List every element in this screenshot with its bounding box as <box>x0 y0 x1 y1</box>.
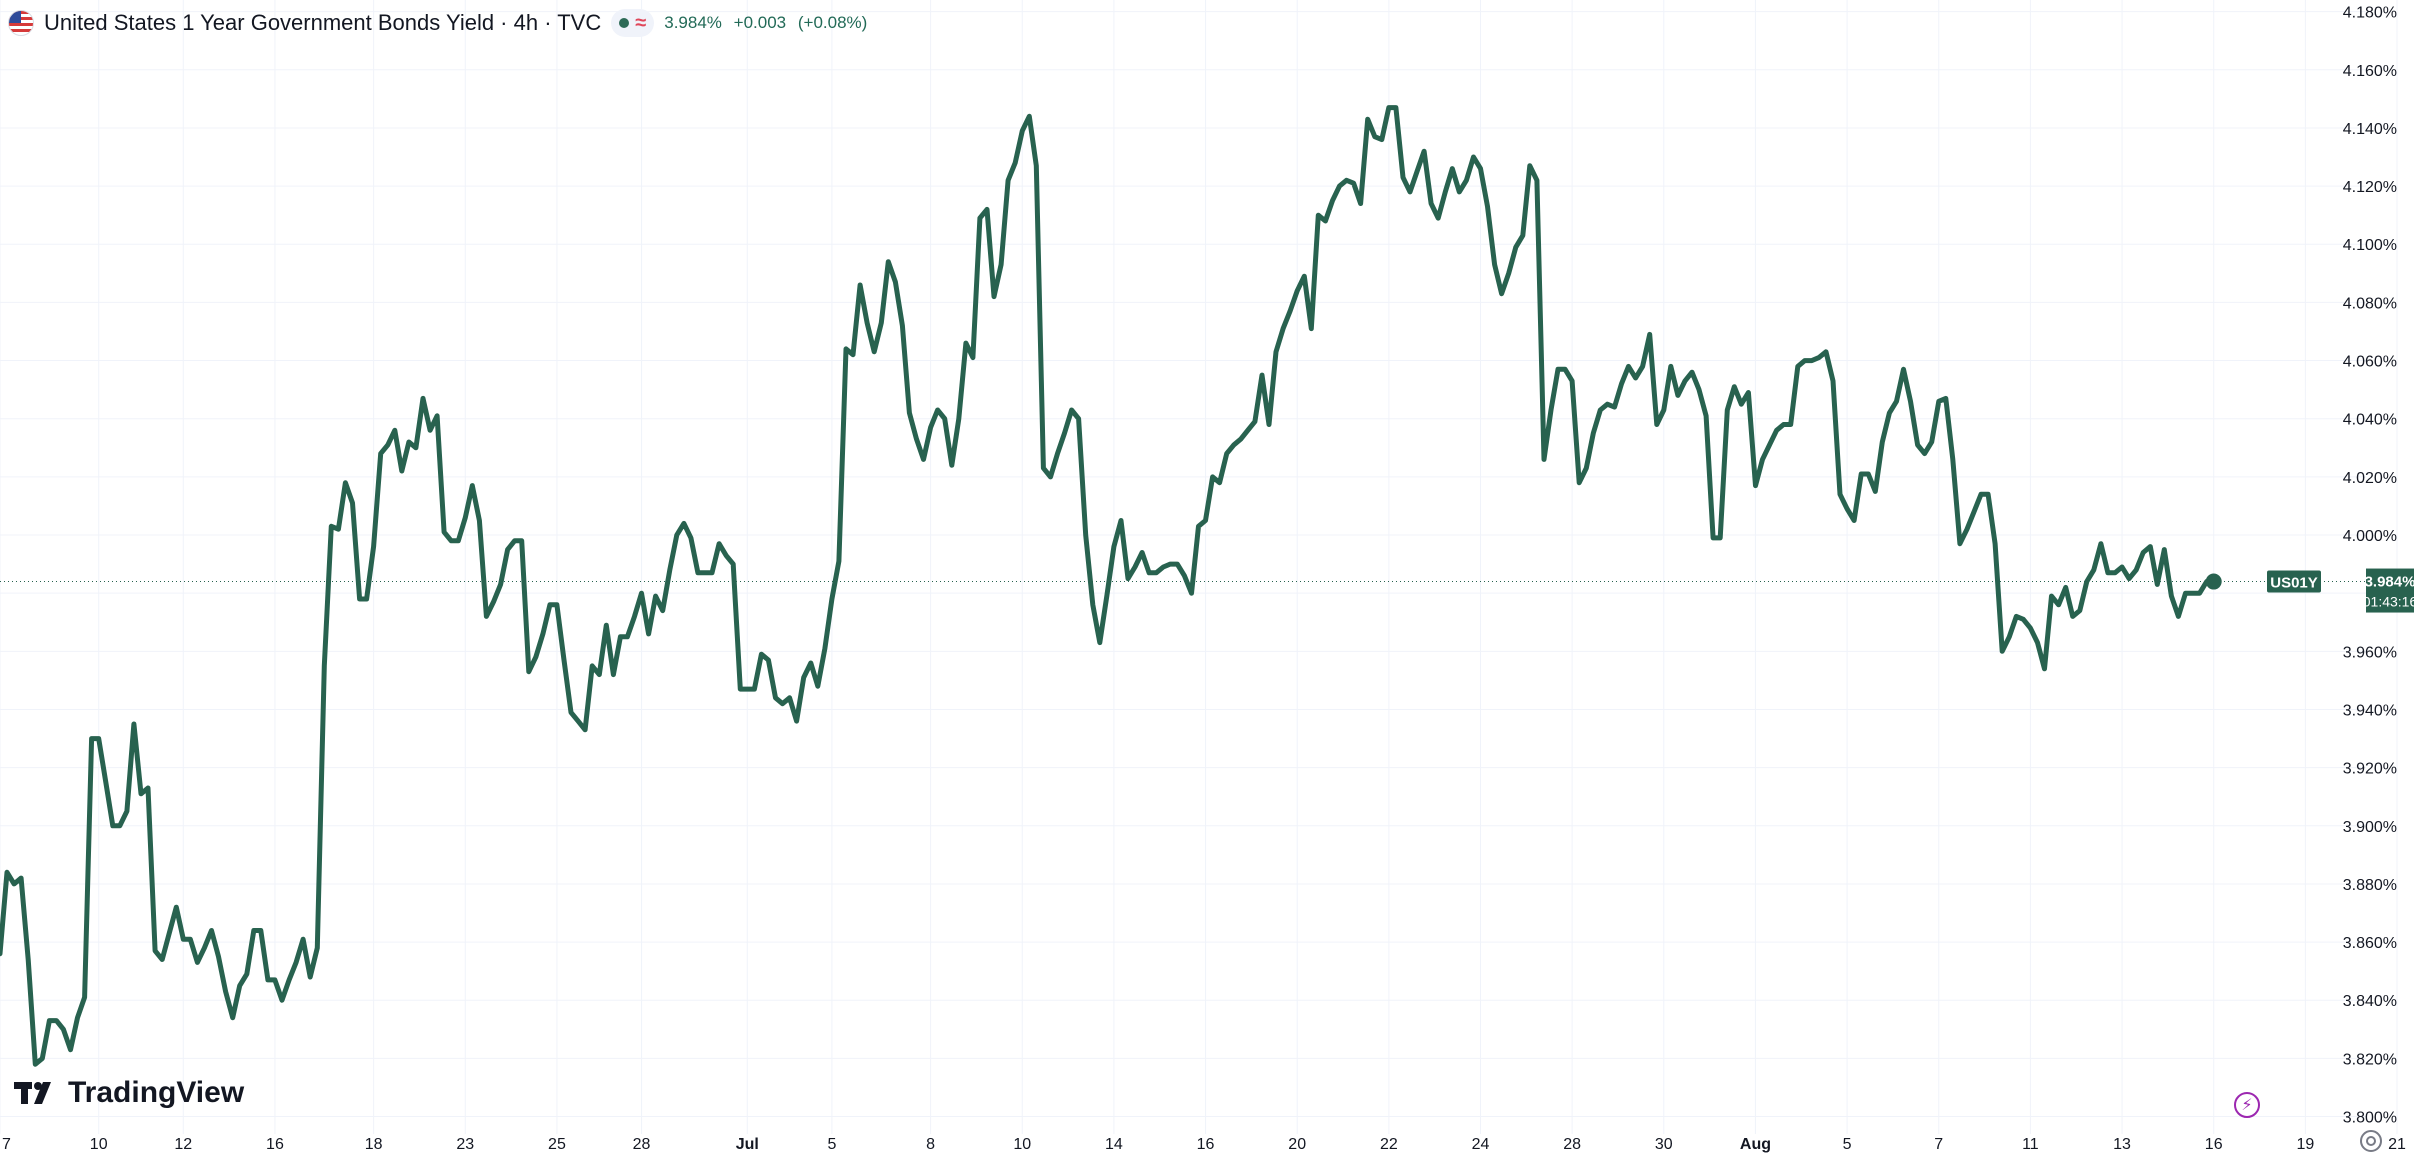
x-tick-label: 23 <box>456 1136 474 1153</box>
x-tick-label: 12 <box>174 1136 192 1153</box>
y-tick-label: 4.080% <box>2343 295 2397 312</box>
y-tick-label: 4.180% <box>2343 5 2397 22</box>
series-line <box>0 105 2217 1067</box>
x-tick-label: 10 <box>90 1136 108 1153</box>
y-tick-label: 4.040% <box>2343 412 2397 429</box>
x-tick-label: 16 <box>1197 1136 1215 1153</box>
quote-values: 3.984% +0.003 (+0.08%) <box>664 13 874 33</box>
symbol-title[interactable]: United States 1 Year Government Bonds Yi… <box>44 10 602 35</box>
settings-icon[interactable] <box>2360 1130 2382 1152</box>
x-tick-label: 28 <box>1563 1136 1581 1153</box>
y-tick-label: 3.960% <box>2343 644 2397 661</box>
x-tick-label: 7 <box>2 1136 11 1153</box>
price-tag <box>2366 568 2414 613</box>
x-tick-label: 21 <box>2388 1136 2406 1153</box>
x-tick-label: 24 <box>1472 1136 1490 1153</box>
approx-icon: ≈ <box>635 12 647 34</box>
x-tick-label: 25 <box>548 1136 566 1153</box>
brand-name: TradingView <box>68 1076 245 1109</box>
tradingview-logo-icon <box>14 1082 51 1104</box>
x-tick-label: Jul <box>736 1136 759 1153</box>
x-tick-label: 8 <box>926 1136 935 1153</box>
y-tick-label: 4.140% <box>2343 121 2397 138</box>
x-tick-label: 22 <box>1380 1136 1398 1153</box>
x-tick-label: 13 <box>2113 1136 2131 1153</box>
x-tick-label: 28 <box>633 1136 651 1153</box>
x-tick-label: 7 <box>1934 1136 1943 1153</box>
symbol-tag-label: US01Y <box>2270 575 2318 592</box>
x-tick-label: 5 <box>1843 1136 1852 1153</box>
x-tick-label: 10 <box>1013 1136 1031 1153</box>
x-tick-label: 20 <box>1288 1136 1306 1153</box>
y-tick-label: 3.820% <box>2343 1051 2397 1068</box>
last-point-marker <box>2205 573 2222 590</box>
x-tick-label: 18 <box>365 1136 383 1153</box>
last-price: 3.984% <box>664 13 722 32</box>
x-tick-label: 30 <box>1655 1136 1673 1153</box>
y-tick-label: 4.120% <box>2343 179 2397 196</box>
symbol-tag <box>2267 570 2321 593</box>
chart-header: United States 1 Year Government Bonds Yi… <box>8 8 874 38</box>
x-tick-label: Aug <box>1740 1136 1771 1153</box>
x-tick-label: 11 <box>2022 1136 2039 1153</box>
us-flag-icon <box>8 10 34 36</box>
lightning-icon[interactable]: ⚡ <box>2234 1092 2260 1118</box>
y-tick-label: 3.880% <box>2343 877 2397 894</box>
y-tick-label: 3.800% <box>2343 1110 2397 1127</box>
x-tick-label: 16 <box>266 1136 284 1153</box>
y-tick-label: 3.840% <box>2343 993 2397 1010</box>
y-tick-label: 3.920% <box>2343 761 2397 778</box>
tradingview-brand[interactable]: TradingView <box>14 1076 244 1110</box>
x-tick-label: 14 <box>1105 1136 1123 1153</box>
price-change: +0.003 <box>733 13 787 32</box>
y-tick-label: 3.860% <box>2343 935 2397 952</box>
y-tick-label: 4.020% <box>2343 470 2397 487</box>
y-tick-label: 3.940% <box>2343 702 2397 719</box>
market-open-dot-icon <box>619 18 630 28</box>
x-tick-label: 5 <box>827 1136 836 1153</box>
x-tick-label: 16 <box>2205 1136 2223 1153</box>
x-tick-label: 19 <box>2296 1136 2314 1153</box>
price-tag-countdown: 01:43:16 <box>2363 594 2414 610</box>
market-status-pill[interactable]: ≈ <box>611 9 655 37</box>
y-tick-label: 4.160% <box>2343 63 2397 80</box>
price-tag-value: 3.984% <box>2365 574 2414 591</box>
y-tick-label: 4.060% <box>2343 354 2397 371</box>
y-tick-label: 3.900% <box>2343 819 2397 836</box>
y-tick-label: 4.100% <box>2343 237 2397 254</box>
price-change-percent: (+0.08%) <box>797 13 868 32</box>
y-tick-label: 4.000% <box>2343 528 2397 545</box>
